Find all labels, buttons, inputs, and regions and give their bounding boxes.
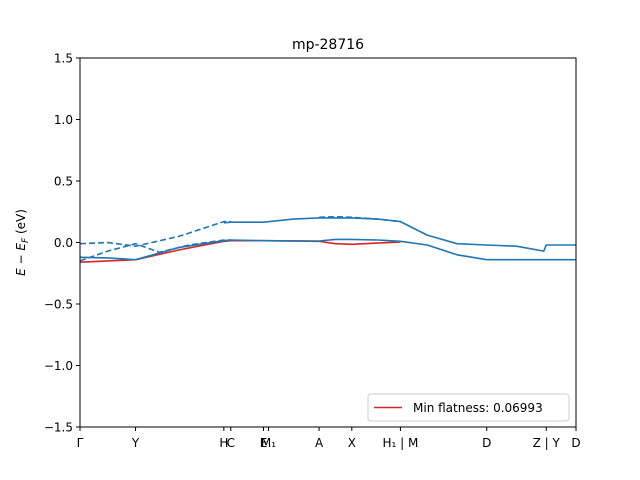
y-tick-label: −1.5: [44, 421, 73, 435]
x-tick-label: X: [348, 436, 356, 450]
band-line-1: [79, 238, 576, 261]
x-tick-label: H: [219, 436, 228, 450]
y-tick-label: 1.0: [54, 113, 73, 127]
band-line-4: [79, 239, 231, 262]
x-tick-label: E: [260, 436, 268, 450]
x-tick-label: M₁: [261, 436, 276, 450]
x-tick-label: D: [571, 436, 580, 450]
x-tick-label: H₁ | M: [382, 436, 418, 450]
y-tick-label: −0.5: [44, 298, 73, 312]
chart-title: mp-28716: [292, 37, 364, 53]
y-tick-label: −1.0: [44, 359, 73, 373]
y-tick-label: 0.0: [54, 236, 73, 250]
x-tick-label: C: [227, 436, 235, 450]
legend: Min flatness: 0.06993: [367, 393, 570, 422]
legend-label: Min flatness: 0.06993: [413, 401, 543, 415]
y-tick-label: 1.5: [54, 52, 73, 66]
x-tick-label: Γ: [77, 436, 84, 450]
x-tick-label: Y: [131, 436, 140, 450]
x-tick-label: D: [482, 436, 491, 450]
legend-box: [367, 393, 570, 422]
y-tick-label: 0.5: [54, 175, 73, 189]
x-tick-label: Z | Y: [533, 436, 561, 450]
band-line-2: [223, 217, 576, 252]
band-line-3: [79, 220, 231, 247]
x-tick-label: A: [315, 436, 324, 450]
band-line-5: [319, 215, 401, 223]
y-axis-label: E − EF (eV): [14, 209, 31, 276]
